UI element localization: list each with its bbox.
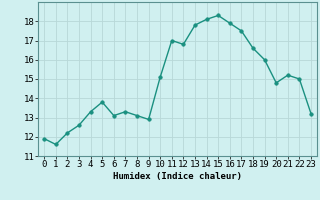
X-axis label: Humidex (Indice chaleur): Humidex (Indice chaleur): [113, 172, 242, 181]
